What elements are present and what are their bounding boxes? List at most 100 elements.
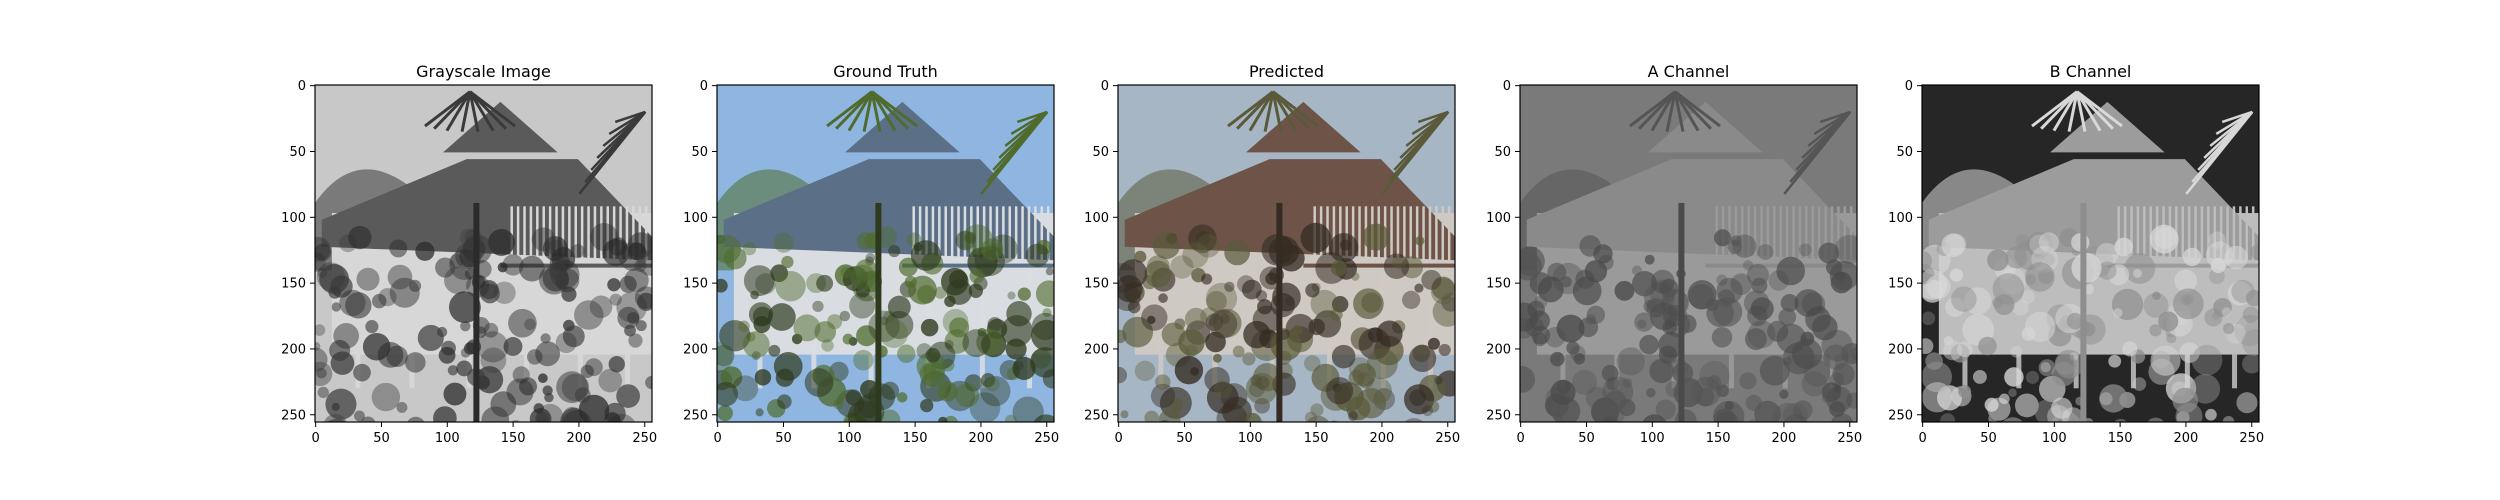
- image-trunk: [2080, 202, 2087, 422]
- x-tick-label: 250: [1837, 431, 1862, 446]
- y-tick-label: 50: [1092, 145, 1109, 160]
- y-tick-label: 100: [1486, 211, 1511, 226]
- y-tick-label: 0: [1101, 79, 1109, 94]
- x-tick-label: 50: [1980, 431, 1997, 446]
- y-tick-label: 100: [683, 211, 708, 226]
- y-tick-label: 50: [289, 145, 306, 160]
- y-tick-label: 0: [1503, 79, 1511, 94]
- axes-frame: [1519, 84, 1858, 423]
- x-tick-label: 0: [1115, 431, 1123, 446]
- x-tick-label: 250: [1034, 431, 1059, 446]
- y-tick-label: 100: [1084, 211, 1109, 226]
- y-tick-label: 50: [1494, 145, 1511, 160]
- image-tower: [2050, 101, 2165, 153]
- x-tick-label: 100: [837, 431, 862, 446]
- y-tick-label: 250: [1486, 408, 1511, 423]
- x-tick-label: 200: [1772, 431, 1797, 446]
- image-4: [1520, 85, 1857, 422]
- y-tick-label: 50: [1896, 145, 1913, 160]
- x-tick-label: 200: [1370, 431, 1395, 446]
- y-tick-label: 100: [281, 211, 306, 226]
- panel-1: 0 50 100 150 200 250 0 50 100 150 200 250 Grayscale …: [281, 62, 657, 446]
- y-tick-label: 0: [1905, 79, 1913, 94]
- panel-3: 0 50 100 150 200 250 0 50 100 150 200 250 Predicted: [1084, 62, 1460, 446]
- x-tick-label: 100: [1640, 431, 1665, 446]
- x-tick-label: 100: [435, 431, 460, 446]
- y-tick-label: 0: [700, 79, 708, 94]
- y-tick-label: 200: [1486, 342, 1511, 357]
- y-tick-label: 200: [1084, 342, 1109, 357]
- x-tick-label: 250: [2239, 431, 2264, 446]
- x-tick-label: 150: [2108, 431, 2133, 446]
- y-tick-label: 150: [1486, 277, 1511, 292]
- y-tick-label: 250: [281, 408, 306, 423]
- x-tick-label: 0: [1517, 431, 1525, 446]
- y-tick-label: 50: [691, 145, 708, 160]
- x-tick-label: 50: [1176, 431, 1193, 446]
- x-tick-label: 0: [312, 431, 320, 446]
- x-tick-label: 50: [373, 431, 390, 446]
- image-3: [1118, 85, 1455, 422]
- x-tick-label: 200: [2174, 431, 2199, 446]
- y-tick-label: 150: [1888, 277, 1913, 292]
- x-tick-label: 150: [1706, 431, 1731, 446]
- panel-title: Predicted: [1249, 62, 1324, 81]
- x-tick-label: 0: [714, 431, 722, 446]
- image-palm-fronds: [1629, 90, 1852, 195]
- image-palm-fronds: [826, 90, 1049, 195]
- x-tick-label: 100: [2042, 431, 2067, 446]
- image-tower: [845, 101, 960, 153]
- y-tick-label: 250: [1084, 408, 1109, 423]
- y-tick-label: 0: [298, 79, 306, 94]
- x-tick-label: 150: [903, 431, 928, 446]
- x-tick-label: 200: [969, 431, 994, 446]
- image-foliage: [717, 224, 1054, 422]
- panel-5: 0 50 100 150 200 250 0 50 100 150 200 250 B Channel: [1888, 62, 2264, 446]
- panel-title: Ground Truth: [833, 62, 938, 81]
- y-tick-label: 150: [281, 277, 306, 292]
- x-tick-label: 250: [632, 431, 657, 446]
- image-foliage: [1922, 224, 2259, 422]
- x-tick-label: 200: [567, 431, 592, 446]
- image-foliage: [1520, 229, 1857, 422]
- axes-frame: [314, 84, 653, 423]
- x-tick-label: 50: [1578, 431, 1595, 446]
- image-5: [1922, 85, 2259, 422]
- y-tick-label: 250: [1888, 408, 1913, 423]
- image-tower: [443, 101, 558, 153]
- axes-frame: [1117, 84, 1456, 423]
- image-trunk: [473, 202, 480, 422]
- image-tower: [1648, 101, 1763, 153]
- image-1: [315, 85, 652, 422]
- axes-frame: [1921, 84, 2260, 423]
- y-tick-label: 150: [683, 277, 708, 292]
- panel-title: B Channel: [2050, 62, 2132, 81]
- x-tick-label: 250: [1435, 431, 1460, 446]
- image-foliage: [1118, 222, 1455, 422]
- x-tick-label: 100: [1238, 431, 1263, 446]
- x-tick-label: 150: [1304, 431, 1329, 446]
- y-tick-label: 100: [1888, 211, 1913, 226]
- image-trunk: [1276, 202, 1283, 422]
- panel-title: Grayscale Image: [416, 62, 551, 81]
- y-tick-label: 150: [1084, 277, 1109, 292]
- panels: 0 50 100 150 200 250 0 50 100 150 200 250 Grayscale …: [281, 62, 2264, 446]
- image-trunk: [875, 202, 882, 422]
- panel-4: 0 50 100 150 200 250 0 50 100 150 200 250 A Channel: [1486, 62, 1862, 446]
- panel-2: 0 50 100 150 200 250 0 50 100 150 200 250 Ground Tru…: [683, 62, 1059, 446]
- x-tick-label: 50: [775, 431, 792, 446]
- y-tick-label: 200: [683, 342, 708, 357]
- x-tick-label: 0: [1919, 431, 1927, 446]
- image-palm-fronds: [2031, 90, 2254, 195]
- image-palm-fronds: [1227, 90, 1450, 195]
- y-tick-label: 200: [281, 342, 306, 357]
- axes-frame: [716, 84, 1055, 423]
- image-2: [717, 85, 1054, 422]
- y-tick-label: 250: [683, 408, 708, 423]
- y-tick-label: 200: [1888, 342, 1913, 357]
- x-tick-label: 150: [501, 431, 526, 446]
- image-trunk: [1678, 202, 1685, 422]
- panel-title: A Channel: [1648, 62, 1730, 81]
- image-tower: [1246, 101, 1361, 153]
